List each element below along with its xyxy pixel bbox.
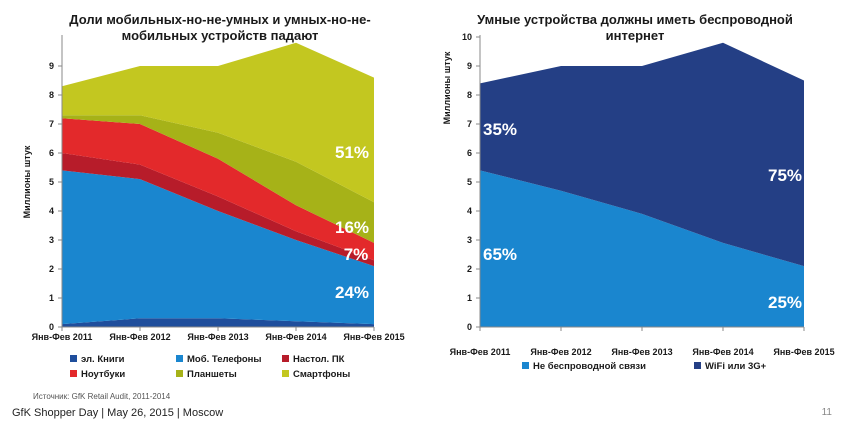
legend-label: Не беспроводной связи (533, 361, 646, 372)
y-axis-label: Миллионы штук (22, 145, 32, 218)
legend-label: Планшеты (187, 369, 237, 380)
x-tick-label: Янв-Фев 2013 (611, 347, 672, 357)
legend-label: Ноутбуки (81, 369, 125, 380)
x-tick-label: Янв-Фев 2014 (265, 332, 326, 342)
legend-swatch (522, 362, 529, 369)
y-tick-label: 1 (467, 293, 472, 303)
data-annotation: 65% (483, 245, 517, 264)
page-number: 11 (821, 407, 832, 418)
source-note: Источник: GfK Retail Audit, 2011-2014 (33, 392, 171, 401)
y-tick-label: 0 (467, 322, 472, 332)
y-tick-label: 6 (467, 148, 472, 158)
x-tick-label: Янв-Фев 2015 (343, 332, 404, 342)
y-tick-label: 5 (467, 177, 472, 187)
x-tick-label: Янв-Фев 2012 (109, 332, 170, 342)
legend-label: эл. Книги (81, 354, 125, 365)
y-tick-label: 7 (49, 119, 54, 129)
chart2-title: Умные устройства должны иметь беспроводн… (477, 12, 793, 43)
data-annotation: 16% (335, 218, 369, 237)
legend-label: Моб. Телефоны (187, 354, 262, 365)
y-tick-label: 5 (49, 177, 54, 187)
y-axis-label: Миллионы штук (442, 51, 452, 124)
x-tick-label: Янв-Фев 2015 (773, 347, 834, 357)
x-tick-label: Янв-Фев 2011 (32, 332, 93, 342)
legend-swatch (694, 362, 701, 369)
y-tick-label: 0 (49, 322, 54, 332)
x-tick-label: Янв-Фев 2014 (692, 347, 753, 357)
x-tick-label: Янв-Фев 2011 (450, 347, 511, 357)
y-tick-label: 2 (49, 264, 54, 274)
y-tick-label: 1 (49, 293, 54, 303)
data-annotation: 25% (768, 293, 802, 312)
area-series-1-3 (62, 153, 374, 267)
y-tick-label: 4 (49, 206, 54, 216)
area-series-2-2 (480, 42, 804, 267)
y-tick-label: 8 (467, 90, 472, 100)
area-series-1-4 (62, 118, 374, 261)
legend-swatch (70, 355, 77, 362)
legend-swatch (282, 370, 289, 377)
y-tick-label: 2 (467, 264, 472, 274)
legend-label: WiFi или 3G+ (705, 361, 767, 372)
chart1-title: Доли мобильных-но-не-умных и умных-но-не… (69, 12, 371, 43)
y-tick-label: 8 (49, 90, 54, 100)
area-series-2-1 (480, 170, 804, 327)
y-tick-label: 6 (49, 148, 54, 158)
legend-swatch (176, 355, 183, 362)
area-series-1-5 (62, 115, 374, 243)
data-annotation: 24% (335, 283, 369, 302)
x-tick-label: Янв-Фев 2012 (530, 347, 591, 357)
y-tick-label: 4 (467, 206, 472, 216)
area-series-1-2 (62, 170, 374, 325)
data-annotation: 7% (344, 245, 369, 264)
legend-swatch (282, 355, 289, 362)
legend-label: Настол. ПК (293, 354, 345, 365)
data-annotation: 51% (335, 143, 369, 162)
area-series-1-1 (62, 318, 374, 327)
y-tick-label: 3 (49, 235, 54, 245)
y-tick-label: 3 (467, 235, 472, 245)
y-tick-label: 7 (467, 119, 472, 129)
x-tick-label: Янв-Фев 2013 (187, 332, 248, 342)
y-tick-label: 9 (49, 61, 54, 71)
footer-text: GfK Shopper Day | May 26, 2015 | Moscow (12, 407, 224, 419)
legend-label: Смартфоны (293, 369, 350, 380)
y-tick-label: 10 (462, 32, 472, 42)
legend-swatch (70, 370, 77, 377)
y-tick-label: 9 (467, 61, 472, 71)
data-annotation: 75% (768, 166, 802, 185)
area-series-1-6 (62, 42, 374, 203)
data-annotation: 35% (483, 120, 517, 139)
legend-swatch (176, 370, 183, 377)
